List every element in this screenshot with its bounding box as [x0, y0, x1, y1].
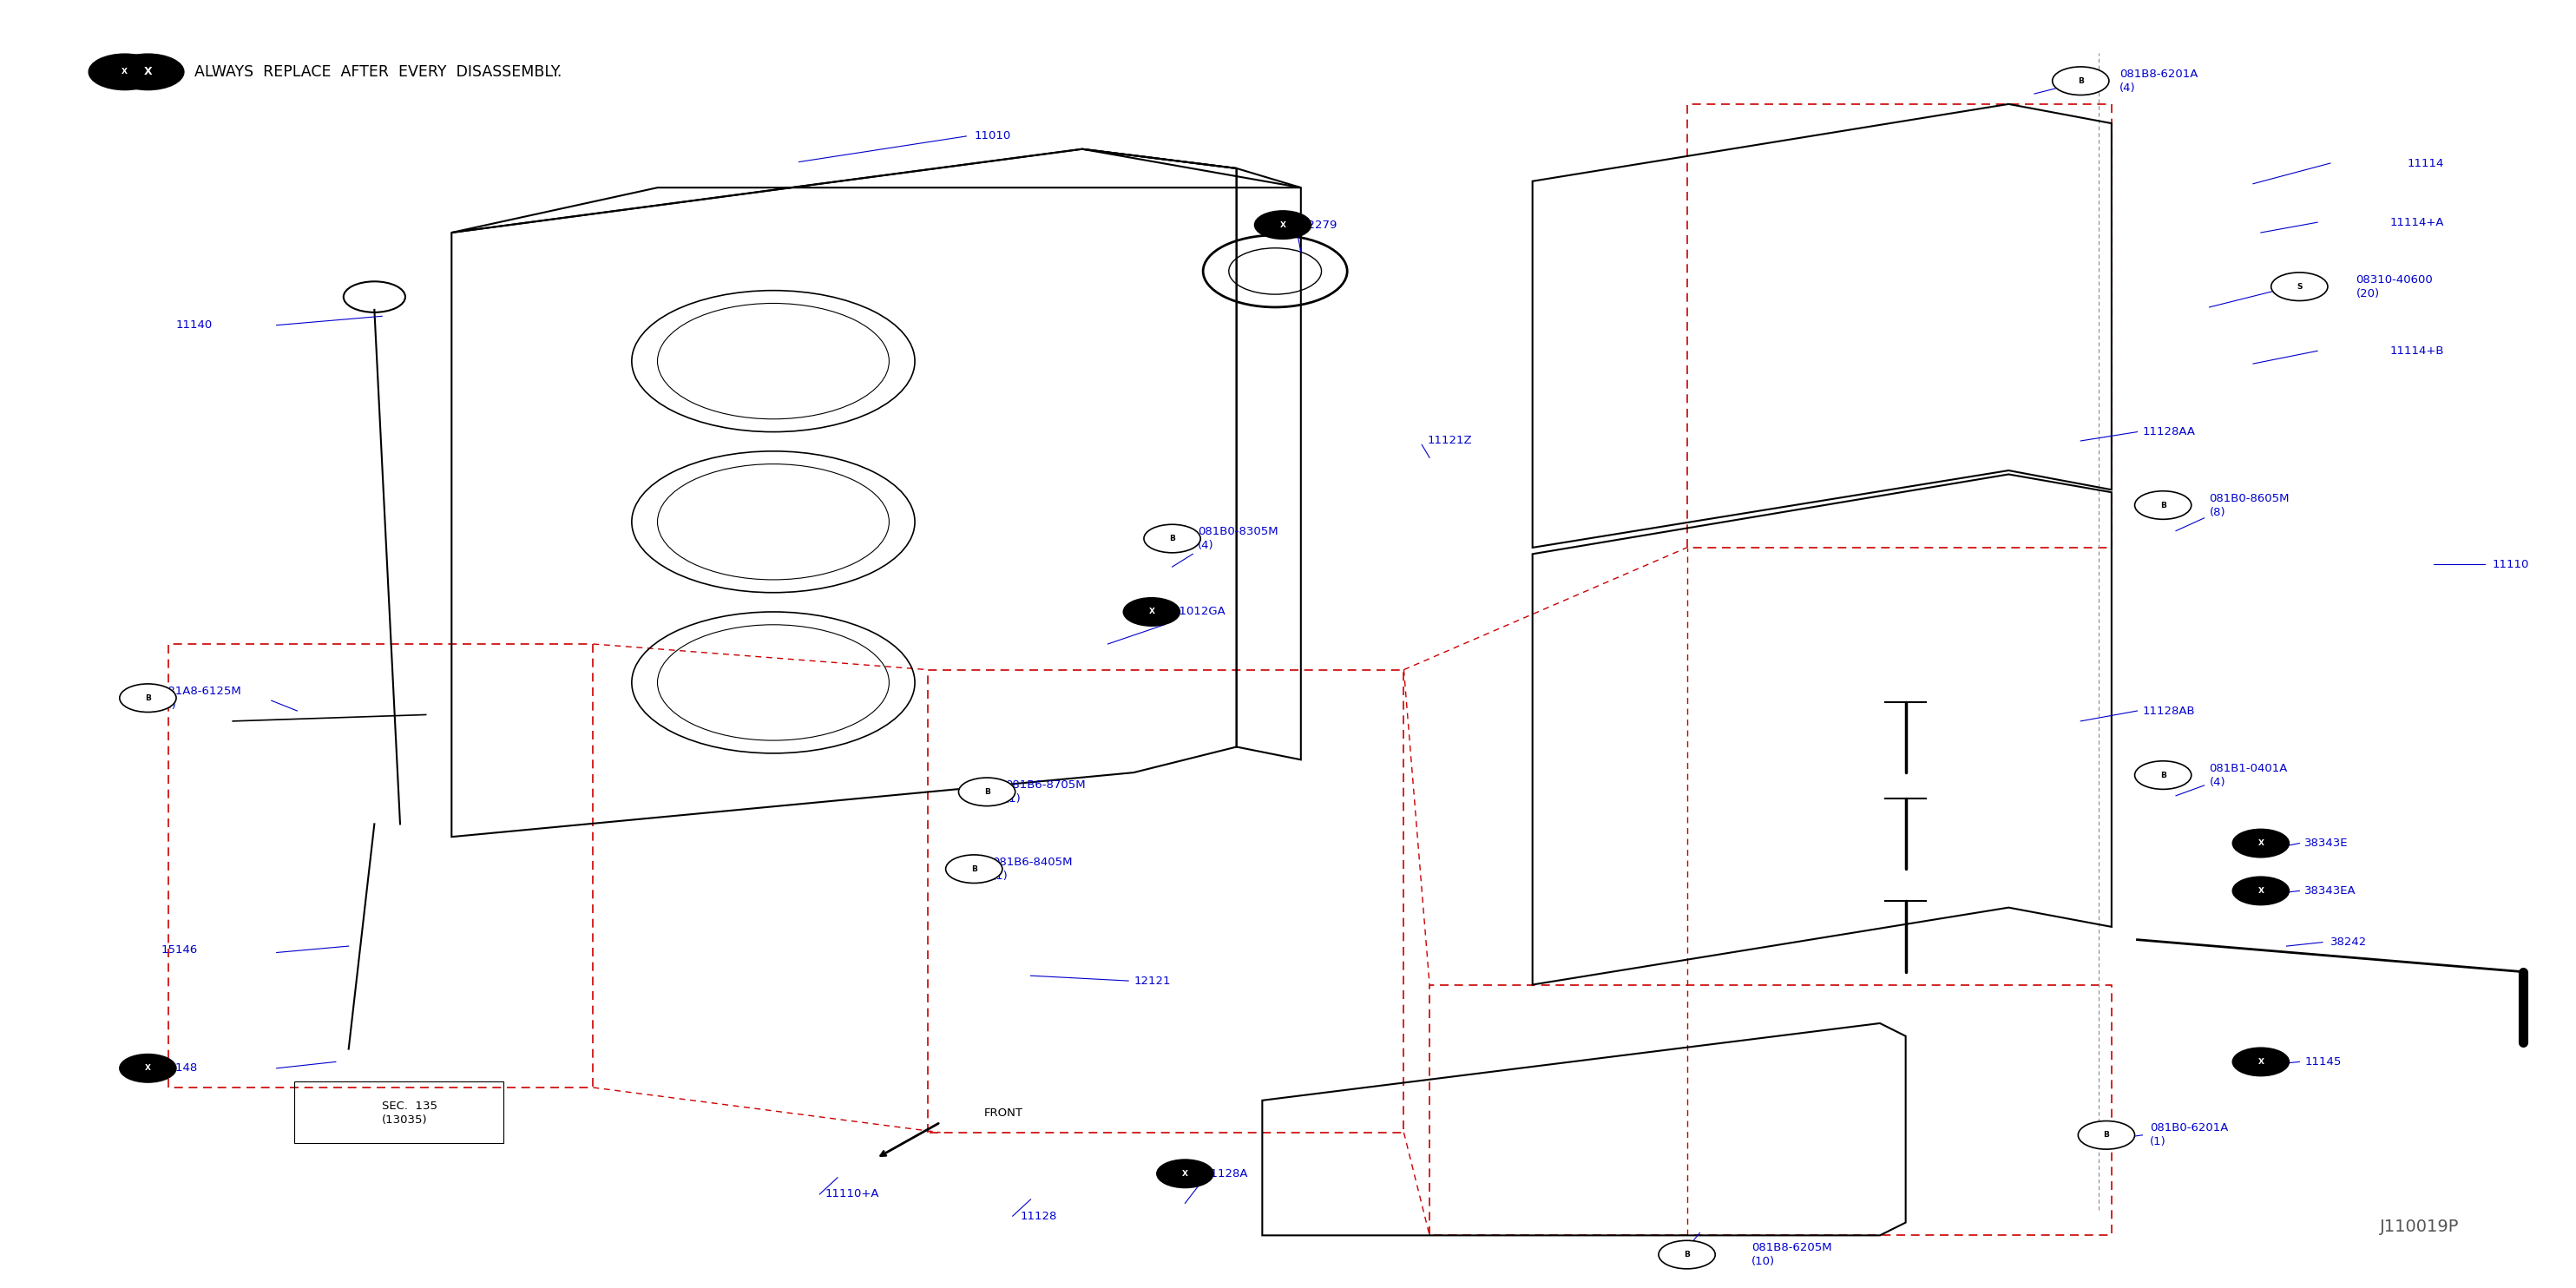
Text: 081B0-6201A
(1): 081B0-6201A (1) [2151, 1123, 2228, 1148]
Text: 11140: 11140 [175, 319, 214, 331]
Circle shape [2053, 67, 2110, 95]
Text: 12121: 12121 [1133, 975, 1170, 987]
Circle shape [2136, 491, 2192, 519]
Circle shape [118, 1054, 175, 1082]
Text: 081A8-6125M
(1): 081A8-6125M (1) [160, 685, 242, 711]
Circle shape [958, 778, 1015, 806]
Circle shape [1123, 598, 1180, 626]
Circle shape [111, 54, 183, 90]
Text: 081B8-6205M
(10): 081B8-6205M (10) [1752, 1242, 1832, 1267]
Circle shape [2272, 273, 2329, 300]
Circle shape [2233, 1047, 2290, 1075]
Text: 12279: 12279 [1301, 219, 1337, 231]
Circle shape [2136, 761, 2192, 790]
Circle shape [2233, 877, 2290, 905]
Text: B: B [984, 788, 989, 796]
Text: 15146: 15146 [160, 944, 198, 956]
Text: 11128AA: 11128AA [2143, 426, 2195, 438]
Text: 11128A: 11128A [1203, 1168, 1247, 1180]
Text: 11012GA: 11012GA [1172, 607, 1226, 617]
Text: 081B1-0401A
(4): 081B1-0401A (4) [2210, 762, 2287, 788]
Circle shape [2079, 1121, 2136, 1149]
Text: X: X [144, 66, 152, 77]
Text: B: B [2105, 1131, 2110, 1139]
Text: 08310-40600
(20): 08310-40600 (20) [2357, 274, 2434, 299]
Text: B: B [144, 694, 152, 702]
Text: 11145: 11145 [2306, 1056, 2342, 1068]
Text: 081B8-6201A
(4): 081B8-6201A (4) [2120, 68, 2197, 94]
Text: B: B [971, 866, 976, 873]
Circle shape [1255, 211, 1311, 240]
Text: 11121Z: 11121Z [1427, 435, 1471, 447]
Circle shape [2233, 829, 2290, 858]
Text: X: X [121, 68, 129, 76]
Text: B: B [2079, 77, 2084, 85]
Text: 11114: 11114 [2409, 157, 2445, 169]
Text: 11128: 11128 [1020, 1211, 1056, 1222]
Text: 11110: 11110 [2494, 559, 2530, 569]
Text: 081B6-8405M
(1): 081B6-8405M (1) [992, 857, 1072, 881]
Circle shape [1144, 524, 1200, 553]
Text: 11114+B: 11114+B [2391, 345, 2445, 357]
Text: 38343E: 38343E [2306, 837, 2349, 849]
Text: X: X [1280, 222, 1285, 229]
Circle shape [118, 684, 175, 712]
Text: 081B0-8605M
(8): 081B0-8605M (8) [2210, 492, 2290, 518]
Text: B: B [2161, 772, 2166, 779]
Text: 15148: 15148 [160, 1063, 198, 1074]
Text: J110019P: J110019P [2380, 1218, 2460, 1235]
Text: X: X [1149, 608, 1154, 616]
Circle shape [945, 855, 1002, 884]
Text: S: S [2298, 282, 2303, 291]
Circle shape [1157, 1159, 1213, 1188]
Text: X: X [2257, 840, 2264, 848]
Text: X: X [2257, 1057, 2264, 1065]
Text: 11010: 11010 [974, 130, 1010, 142]
Text: FRONT: FRONT [984, 1108, 1023, 1119]
Text: 11128AB: 11128AB [2143, 706, 2195, 716]
Text: 38242: 38242 [2331, 936, 2367, 948]
Text: 081B0-8305M
(4): 081B0-8305M (4) [1198, 526, 1278, 551]
Text: X: X [1182, 1170, 1188, 1177]
Text: B: B [2161, 501, 2166, 509]
Text: B: B [1170, 535, 1175, 542]
Text: 38343EA: 38343EA [2306, 885, 2357, 896]
Text: 11110+A: 11110+A [824, 1189, 878, 1200]
Circle shape [88, 54, 160, 90]
Text: 081B6-8705M
(1): 081B6-8705M (1) [1005, 779, 1084, 805]
Text: SEC.  135
(13035): SEC. 135 (13035) [381, 1101, 438, 1126]
Text: X: X [2257, 887, 2264, 895]
Text: X: X [144, 1064, 152, 1072]
Circle shape [1659, 1240, 1716, 1269]
Text: 11114+A: 11114+A [2391, 216, 2445, 228]
Text: ALWAYS  REPLACE  AFTER  EVERY  DISASSEMBLY.: ALWAYS REPLACE AFTER EVERY DISASSEMBLY. [193, 64, 562, 80]
Text: B: B [1685, 1251, 1690, 1258]
